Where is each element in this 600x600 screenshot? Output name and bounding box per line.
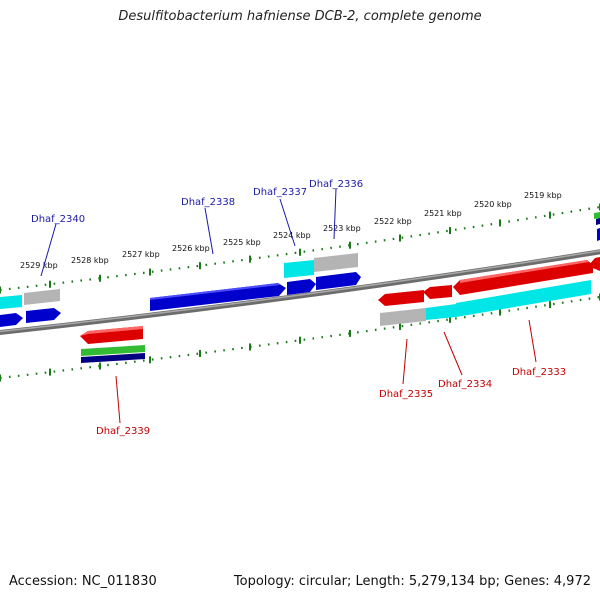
label-callouts (40, 188, 537, 424)
cds-feature-dhaf-2334[interactable] (423, 285, 452, 299)
ruler-label: 2525 kbp (223, 238, 261, 247)
upper-ruler-ticks (0, 203, 600, 294)
gene-label-dhaf-2333[interactable]: Dhaf_2333 (512, 367, 566, 378)
cds-feature[interactable] (26, 308, 61, 323)
cds-feature-dhaf-2336[interactable] (314, 253, 358, 272)
gene-label-dhaf-2340[interactable]: Dhaf_2340 (31, 214, 85, 225)
cds-feature[interactable] (316, 272, 361, 290)
map-title: Desulfitobacterium hafniense DCB-2, comp… (118, 9, 482, 24)
ruler-label: 2521 kbp (424, 209, 462, 218)
ruler-labels: 2529 kbp 2528 kbp 2527 kbp 2526 kbp 2525… (20, 191, 562, 270)
gene-label-dhaf-2334[interactable]: Dhaf_2334 (438, 379, 492, 390)
accession-text: Accession: NC_011830 (9, 574, 157, 589)
gene-label-dhaf-2337[interactable]: Dhaf_2337 (253, 187, 307, 198)
ruler-label: 2526 kbp (172, 244, 210, 253)
ruler-label: 2522 kbp (374, 217, 412, 226)
cds-feature[interactable] (0, 295, 22, 309)
gene-label-dhaf-2336[interactable]: Dhaf_2336 (309, 179, 363, 190)
cds-feature[interactable] (287, 279, 316, 295)
cds-feature-dhaf-2333[interactable] (453, 260, 593, 295)
gene-label-dhaf-2335[interactable]: Dhaf_2335 (379, 389, 433, 400)
cds-feature-dhaf-2335[interactable] (378, 290, 424, 306)
ruler-label: 2519 kbp (524, 191, 562, 200)
ruler-label: 2527 kbp (122, 250, 160, 259)
ruler-label: 2523 kbp (323, 224, 361, 233)
ruler-label: 2529 kbp (20, 261, 58, 270)
gene-label-dhaf-2339[interactable]: Dhaf_2339 (96, 426, 150, 437)
cds-feature-dhaf-2338[interactable] (150, 283, 286, 311)
gene-labels: Dhaf_2340 Dhaf_2338 Dhaf_2337 Dhaf_2336 … (31, 179, 566, 437)
cds-feature-dhaf-2337[interactable] (284, 260, 314, 278)
genome-summary-text: Topology: circular; Length: 5,279,134 bp… (233, 574, 591, 589)
cds-feature[interactable] (380, 308, 426, 326)
forward-features (0, 212, 600, 327)
ruler-label: 2528 kbp (71, 256, 109, 265)
cds-feature[interactable] (24, 289, 60, 305)
cds-feature[interactable] (426, 304, 456, 320)
cds-feature[interactable] (81, 353, 145, 363)
cds-feature[interactable] (81, 345, 145, 356)
ruler-label: 2520 kbp (474, 200, 512, 209)
cds-feature[interactable] (456, 280, 591, 317)
cds-feature[interactable] (0, 313, 23, 327)
reverse-features (80, 257, 600, 363)
gene-label-dhaf-2338[interactable]: Dhaf_2338 (181, 197, 235, 208)
genome-backbone (0, 249, 600, 335)
